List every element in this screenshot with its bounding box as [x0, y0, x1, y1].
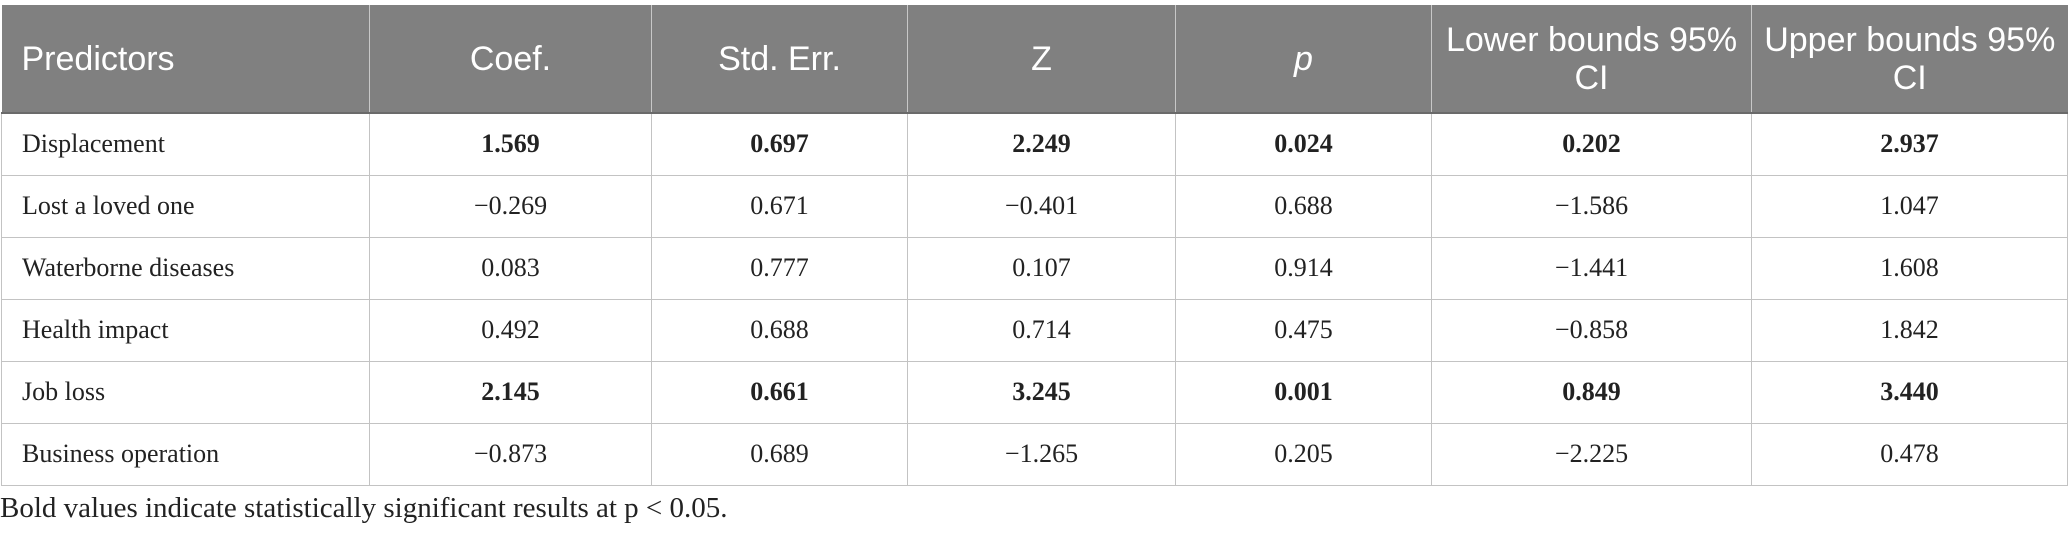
table-row: Business operation −0.873 0.689 −1.265 0.205…	[1, 422, 2068, 486]
table-row: Displacement 1.569 0.697 2.249 0.024 0.202 2.9…	[1, 112, 2068, 176]
table-cell: 0.777	[651, 236, 908, 300]
header-upper-bounds: Upper bounds 95% CI	[1751, 5, 2068, 113]
table-cell: −2.225	[1431, 422, 1752, 486]
table-cell: 0.671	[651, 174, 908, 238]
table-cell: 0.688	[1175, 174, 1432, 238]
header-z: Z	[907, 5, 1176, 113]
results-table-container: Predictors Coef. Std. Err. Z p Lower bou…	[0, 5, 2068, 526]
table-cell: 1.608	[1751, 236, 2068, 300]
table-row: Waterborne diseases 0.083 0.777 0.107 0.914−…	[1, 236, 2068, 300]
regression-results-table: Predictors Coef. Std. Err. Z p Lower bou…	[1, 5, 2068, 486]
table-cell: 2.937	[1751, 112, 2068, 176]
table-cell: 0.697	[651, 112, 908, 176]
table-cell: 1.047	[1751, 174, 2068, 238]
header-coef: Coef.	[369, 5, 652, 113]
table-cell: 0.024	[1175, 112, 1432, 176]
table-header-row: Predictors Coef. Std. Err. Z p Lower bou…	[1, 5, 2068, 113]
table-cell: 0.478	[1751, 422, 2068, 486]
predictor-label: Displacement	[1, 112, 370, 176]
table-cell: 0.688	[651, 298, 908, 362]
table-cell: 0.107	[907, 236, 1176, 300]
table-row: Job loss 2.145 0.661 3.245 0.001 0.849 3.440	[1, 360, 2068, 424]
table-cell: −1.586	[1431, 174, 1752, 238]
predictor-label: Health impact	[1, 298, 370, 362]
predictor-label: Business operation	[1, 422, 370, 486]
predictor-label: Job loss	[1, 360, 370, 424]
table-cell: 0.714	[907, 298, 1176, 362]
table-cell: 2.145	[369, 360, 652, 424]
table-cell: 0.661	[651, 360, 908, 424]
table-cell: 3.440	[1751, 360, 2068, 424]
table-footnote: Bold values indicate statistically signi…	[0, 491, 728, 524]
table-cell: 0.205	[1175, 422, 1432, 486]
table-cell: 0.001	[1175, 360, 1432, 424]
table-cell: 0.202	[1431, 112, 1752, 176]
table-cell: 0.914	[1175, 236, 1432, 300]
table-cell: 0.492	[369, 298, 652, 362]
table-cell: 2.249	[907, 112, 1176, 176]
header-std-err: Std. Err.	[651, 5, 908, 113]
header-p: p	[1175, 5, 1432, 113]
table-cell: 0.689	[651, 422, 908, 486]
table-cell: 0.083	[369, 236, 652, 300]
header-predictors: Predictors	[1, 5, 370, 113]
table-row: Lost a loved one −0.269 0.671 −0.401 0.688 −1…	[1, 174, 2068, 238]
table-cell: 0.849	[1431, 360, 1752, 424]
table-cell: 1.842	[1751, 298, 2068, 362]
predictor-label: Waterborne diseases	[1, 236, 370, 300]
table-cell: −0.269	[369, 174, 652, 238]
table-cell: −1.265	[907, 422, 1176, 486]
table-cell: −0.401	[907, 174, 1176, 238]
table-row: Health impact 0.492 0.688 0.714 0.475 −0.858 1…	[1, 298, 2068, 362]
table-cell: 0.475	[1175, 298, 1432, 362]
header-lower-bounds: Lower bounds 95% CI	[1431, 5, 1752, 113]
predictor-label: Lost a loved one	[1, 174, 370, 238]
table-cell: −1.441	[1431, 236, 1752, 300]
table-cell: −0.873	[369, 422, 652, 486]
table-cell: 3.245	[907, 360, 1176, 424]
table-cell: −0.858	[1431, 298, 1752, 362]
table-cell: 1.569	[369, 112, 652, 176]
